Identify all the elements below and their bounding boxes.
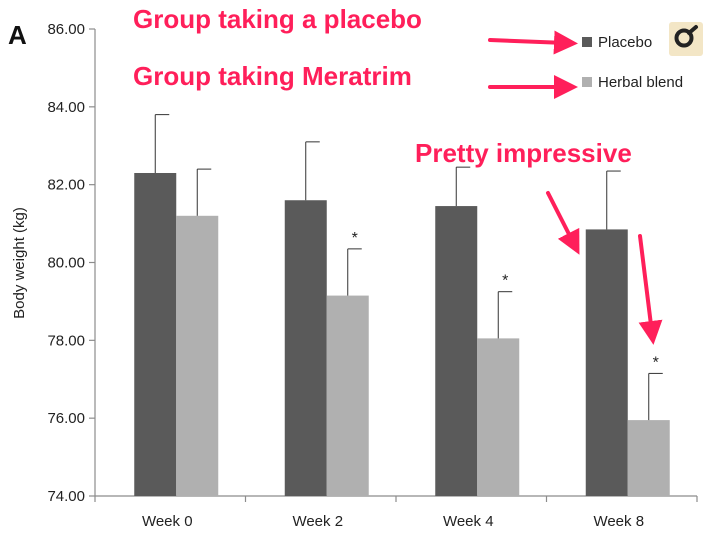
bar-placebo-2 [435, 206, 478, 496]
x-tick-label: Week 0 [142, 513, 193, 530]
callout-impressive: Pretty impressive [415, 138, 632, 168]
y-tick-labels: 74.00 76.00 78.00 80.00 82.00 84.00 86.00 [47, 21, 85, 505]
y-tick-label: 84.00 [47, 99, 85, 116]
magnifier-icon [669, 22, 703, 56]
legend-label-herbal: Herbal blend [598, 74, 683, 91]
significance-star-1: * [352, 230, 358, 247]
x-tick-label: Week 2 [292, 513, 343, 530]
error-bars [154, 114, 663, 421]
y-tick-label: 82.00 [47, 177, 85, 194]
x-tick-label: Week 8 [593, 513, 644, 530]
arrow-to-placebo-week8 [546, 191, 580, 255]
bar-placebo-3 [585, 229, 628, 496]
bar-herbal-3 [627, 420, 670, 496]
y-tick-label: 86.00 [47, 21, 85, 38]
bar-placebo-1 [284, 200, 327, 496]
significance-star-3: * [653, 354, 659, 371]
y-tick-label: 76.00 [47, 410, 85, 427]
bar-herbal-1 [326, 295, 369, 496]
x-tick-labels: Week 0 Week 2 Week 4 Week 8 [142, 513, 644, 530]
legend-swatch-herbal [582, 77, 592, 87]
significance-markers: * * * [352, 230, 659, 372]
arrow-to-herbal-week8 [638, 234, 663, 345]
bar-herbal-0 [176, 215, 219, 497]
callout-placebo-group: Group taking a placebo [133, 4, 422, 34]
y-axis-label: Body weight (kg) [11, 207, 28, 319]
legend-swatch-placebo [582, 37, 592, 47]
significance-star-2: * [502, 273, 508, 290]
callout-meratrim-group: Group taking Meratrim [133, 61, 412, 91]
y-tick-label: 80.00 [47, 255, 85, 272]
panel-label: A [8, 20, 27, 50]
callout-arrows [488, 30, 663, 345]
bar-herbal-2 [477, 338, 520, 496]
bars [134, 172, 670, 497]
x-tick-label: Week 4 [443, 513, 494, 530]
y-tick-label: 78.00 [47, 332, 85, 349]
legend-label-placebo: Placebo [598, 34, 652, 51]
legend: Placebo Herbal blend [582, 22, 703, 91]
y-tick-label: 74.00 [47, 488, 85, 505]
bar-placebo-0 [134, 172, 177, 496]
arrow-to-placebo-legend [488, 30, 578, 55]
